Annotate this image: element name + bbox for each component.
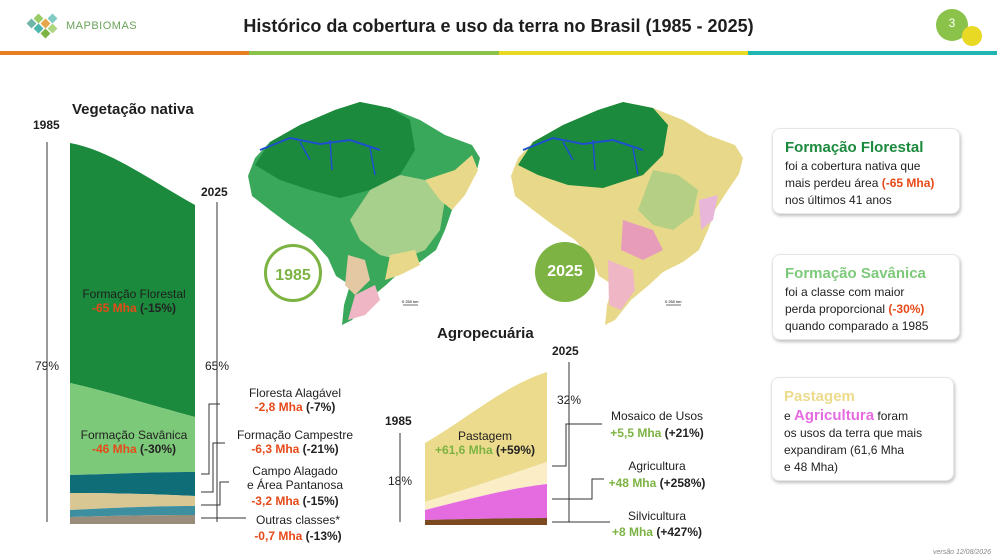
- mosaico-leader-line: [552, 423, 602, 467]
- campo-pct: (-15%): [302, 494, 339, 508]
- alagavel-area: [70, 472, 195, 496]
- pastagem-label: Pastagem +61,6 Mha (+59%): [420, 429, 550, 457]
- silvicultura-value: +8 Mha: [611, 525, 653, 539]
- agro-year-start: 1985: [385, 414, 412, 428]
- mosaico-value: +5,5 Mha: [610, 426, 662, 440]
- pastagem-name: Pastagem: [457, 429, 513, 443]
- alagavel-name: Floresta Alagável: [248, 386, 342, 400]
- version-text: versão 12/08/2026: [933, 549, 991, 556]
- brazil-map-1985: 0 250 km: [248, 102, 480, 325]
- florestal-label: Formação Florestal -65 Mha (-15%): [64, 287, 204, 315]
- alagavel-value: -2,8 Mha: [254, 400, 303, 414]
- savanica-value: -46 Mha: [91, 442, 137, 456]
- outras-classes-area: [70, 515, 195, 524]
- card-agro: Pastagem e Agricultura foram os usos da …: [771, 377, 954, 481]
- card-florestal-line3: nos últimos 41 anos: [785, 193, 892, 207]
- campestre-name: Formação Campestre: [236, 428, 354, 442]
- campo-name-1: Campo Alagado: [252, 464, 338, 478]
- card-agro-pastagem: Pastagem: [784, 388, 855, 405]
- card-florestal-line1: foi a cobertura nativa que: [785, 159, 921, 173]
- mosaico-label: Mosaico de Usos +5,5 Mha (+21%): [592, 408, 722, 442]
- card-agro-line2: expandiram (61,6 Mha: [784, 443, 905, 457]
- agricultura-area: [425, 484, 547, 520]
- agricultura-value: +48 Mha: [608, 476, 657, 490]
- card-florestal-title: Formação Florestal: [785, 139, 924, 156]
- logo-text: MAPBIOMAS: [66, 20, 138, 32]
- campestre-area: [70, 493, 195, 510]
- campestre-value: -6,3 Mha: [251, 442, 300, 456]
- silvicultura-pct: (+427%): [656, 525, 703, 539]
- card-florestal-line2: mais perdeu área: [785, 176, 879, 190]
- campo-label: Campo Alagado e Área Pantanosa -3,2 Mha …: [225, 464, 365, 508]
- brazil-map-2025: 0 250 km: [511, 102, 743, 325]
- campo-alagado-area: [70, 506, 195, 517]
- agro-section-title: Agropecuária: [437, 325, 534, 342]
- savanica-pct: (-30%): [140, 442, 177, 456]
- native-year-start: 1985: [33, 118, 60, 132]
- florestal-pct: (-15%): [140, 301, 177, 315]
- alagavel-leader-line: [201, 403, 220, 475]
- pastagem-value: +61,6 Mha: [434, 443, 493, 457]
- silvicultura-area: [425, 518, 547, 525]
- savanica-name: Formação Savânica: [80, 428, 188, 442]
- alagavel-label: Floresta Alagável -2,8 Mha (-7%): [225, 386, 365, 414]
- header-color-bar: [0, 51, 997, 55]
- agricultura-leader-line: [552, 478, 604, 500]
- silvicultura-label: Silvicultura +8 Mha (+427%): [592, 508, 722, 540]
- florestal-area: [70, 143, 195, 417]
- page-title: Histórico da cobertura e uso da terra no…: [243, 16, 754, 36]
- card-savanica-line1: foi a classe com maior: [785, 285, 905, 299]
- map-scale-1985: 0 250 km: [402, 299, 419, 304]
- page-badge-accent: [962, 26, 982, 46]
- pastagem-area: [425, 372, 547, 502]
- agro-year-end: 2025: [552, 344, 579, 358]
- agricultura-label: Agricultura +48 Mha (+258%): [592, 458, 722, 492]
- card-savanica-line2: perda proporcional: [785, 302, 886, 316]
- outras-value: -0,7 Mha: [254, 529, 303, 543]
- savanica-area: [70, 383, 195, 475]
- native-year-end: 2025: [201, 185, 228, 199]
- campo-name-2: e Área Pantanosa: [246, 478, 344, 492]
- card-agro-agricultura: Agricultura: [794, 407, 875, 424]
- agricultura-name: Agricultura: [628, 459, 686, 473]
- mosaico-name: Mosaico de Usos: [610, 409, 704, 423]
- card-agro-connector: e: [784, 409, 791, 423]
- florestal-name: Formação Florestal: [82, 287, 186, 301]
- campestre-label: Formação Campestre -6,3 Mha (-21%): [225, 428, 365, 456]
- card-savanica-highlight: (-30%): [888, 302, 925, 316]
- outras-pct: (-13%): [305, 529, 342, 543]
- mosaico-area: [425, 462, 547, 510]
- card-agro-suffix: foram: [877, 409, 909, 423]
- card-savanica-line3: quando comparado a 1985: [785, 319, 929, 333]
- campestre-pct: (-21%): [302, 442, 339, 456]
- map-year-1985-badge: 1985: [264, 244, 322, 302]
- florestal-value: -65 Mha: [91, 301, 137, 315]
- map-scale-2025: 0 250 km: [665, 299, 682, 304]
- map-year-2025-badge: 2025: [535, 242, 595, 302]
- campo-leader-line: [201, 481, 229, 506]
- campo-value: -3,2 Mha: [251, 494, 300, 508]
- page-number: 3: [948, 16, 956, 30]
- native-section-title: Vegetação nativa: [72, 101, 194, 118]
- card-florestal: Formação Florestal foi a cobertura nativ…: [772, 128, 960, 214]
- campestre-leader-line: [201, 442, 225, 493]
- alagavel-pct: (-7%): [306, 400, 336, 414]
- card-agro-line3: e 48 Mha): [784, 460, 839, 474]
- outras-name: Outras classes*: [255, 513, 341, 527]
- pastagem-pct: (+59%): [496, 443, 536, 457]
- mapbiomas-logo-icon: [26, 12, 60, 40]
- card-savanica: Formação Savânica foi a classe com maior…: [772, 254, 960, 340]
- agricultura-pct: (+258%): [659, 476, 706, 490]
- card-savanica-title: Formação Savânica: [785, 265, 926, 282]
- outras-label: Outras classes* -0,7 Mha (-13%): [228, 512, 368, 544]
- card-florestal-highlight: (-65 Mha): [881, 176, 935, 190]
- mosaico-pct: (+21%): [664, 426, 704, 440]
- silvicultura-name: Silvicultura: [627, 509, 687, 523]
- card-agro-line1: os usos da terra que mais: [784, 426, 923, 440]
- savanica-label: Formação Savânica -46 Mha (-30%): [64, 428, 204, 456]
